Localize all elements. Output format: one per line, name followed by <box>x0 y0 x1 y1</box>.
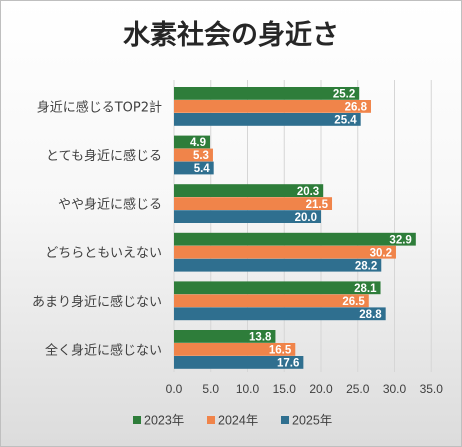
bar <box>174 294 369 308</box>
data-label: 5.4 <box>194 163 211 175</box>
legend-label: 2024年 <box>218 414 258 428</box>
legend-swatch <box>281 416 289 424</box>
category-label: やや身近に感じる <box>58 197 162 213</box>
data-label: 28.8 <box>359 309 382 321</box>
bar <box>174 113 361 126</box>
x-tick-label: 20.0 <box>309 382 333 396</box>
data-label: 30.2 <box>370 247 392 259</box>
category-label: どちらともいえない <box>45 246 162 261</box>
x-tick-label: 10.0 <box>236 382 260 396</box>
data-label: 21.5 <box>306 199 329 211</box>
data-label: 13.8 <box>249 332 272 344</box>
x-tick-label: 35.0 <box>420 382 444 396</box>
data-label: 26.5 <box>342 296 365 308</box>
chart-title: 水素社会の身近さ <box>123 19 339 51</box>
category-label: 身近に感じるTOP2計 <box>37 99 162 115</box>
data-label: 5.3 <box>193 150 209 162</box>
bar <box>174 184 324 197</box>
legend-label: 2025年 <box>292 414 332 428</box>
x-tick-label: 30.0 <box>383 382 407 396</box>
data-label: 16.5 <box>269 345 292 357</box>
legend-label: 2023年 <box>144 414 184 428</box>
category-label: とても身近に感じる <box>46 148 162 164</box>
bar <box>174 210 321 223</box>
bar <box>174 258 382 272</box>
data-label: 32.9 <box>389 234 411 246</box>
data-label: 28.2 <box>355 260 377 272</box>
bar <box>174 148 213 162</box>
category-label: あまり身近に感じない <box>32 294 162 310</box>
data-label: 25.4 <box>334 115 357 127</box>
bar <box>174 281 381 295</box>
bar <box>174 307 386 321</box>
bar <box>174 100 371 113</box>
data-label: 4.9 <box>190 137 206 149</box>
category-label: 全く身近に感じない <box>45 342 162 358</box>
x-tick-label: 15.0 <box>273 382 297 396</box>
legend-swatch <box>207 416 215 424</box>
data-label: 26.8 <box>345 102 368 114</box>
bar <box>174 87 360 100</box>
data-label: 20.3 <box>297 186 319 198</box>
x-tick-label: 0.0 <box>166 382 183 396</box>
data-label: 25.2 <box>333 89 355 101</box>
bar <box>174 356 304 369</box>
data-label: 20.0 <box>295 212 317 224</box>
x-tick-label: 5.0 <box>202 382 219 396</box>
bar <box>174 197 333 210</box>
bar <box>174 245 396 259</box>
x-tick-label: 25.0 <box>346 382 370 396</box>
bar <box>174 343 296 356</box>
bar <box>174 161 214 175</box>
bar <box>174 232 416 246</box>
data-label: 28.1 <box>354 283 377 295</box>
legend-swatch <box>133 416 141 424</box>
data-label: 17.6 <box>277 358 299 370</box>
bar <box>174 135 211 149</box>
bar <box>174 330 276 343</box>
